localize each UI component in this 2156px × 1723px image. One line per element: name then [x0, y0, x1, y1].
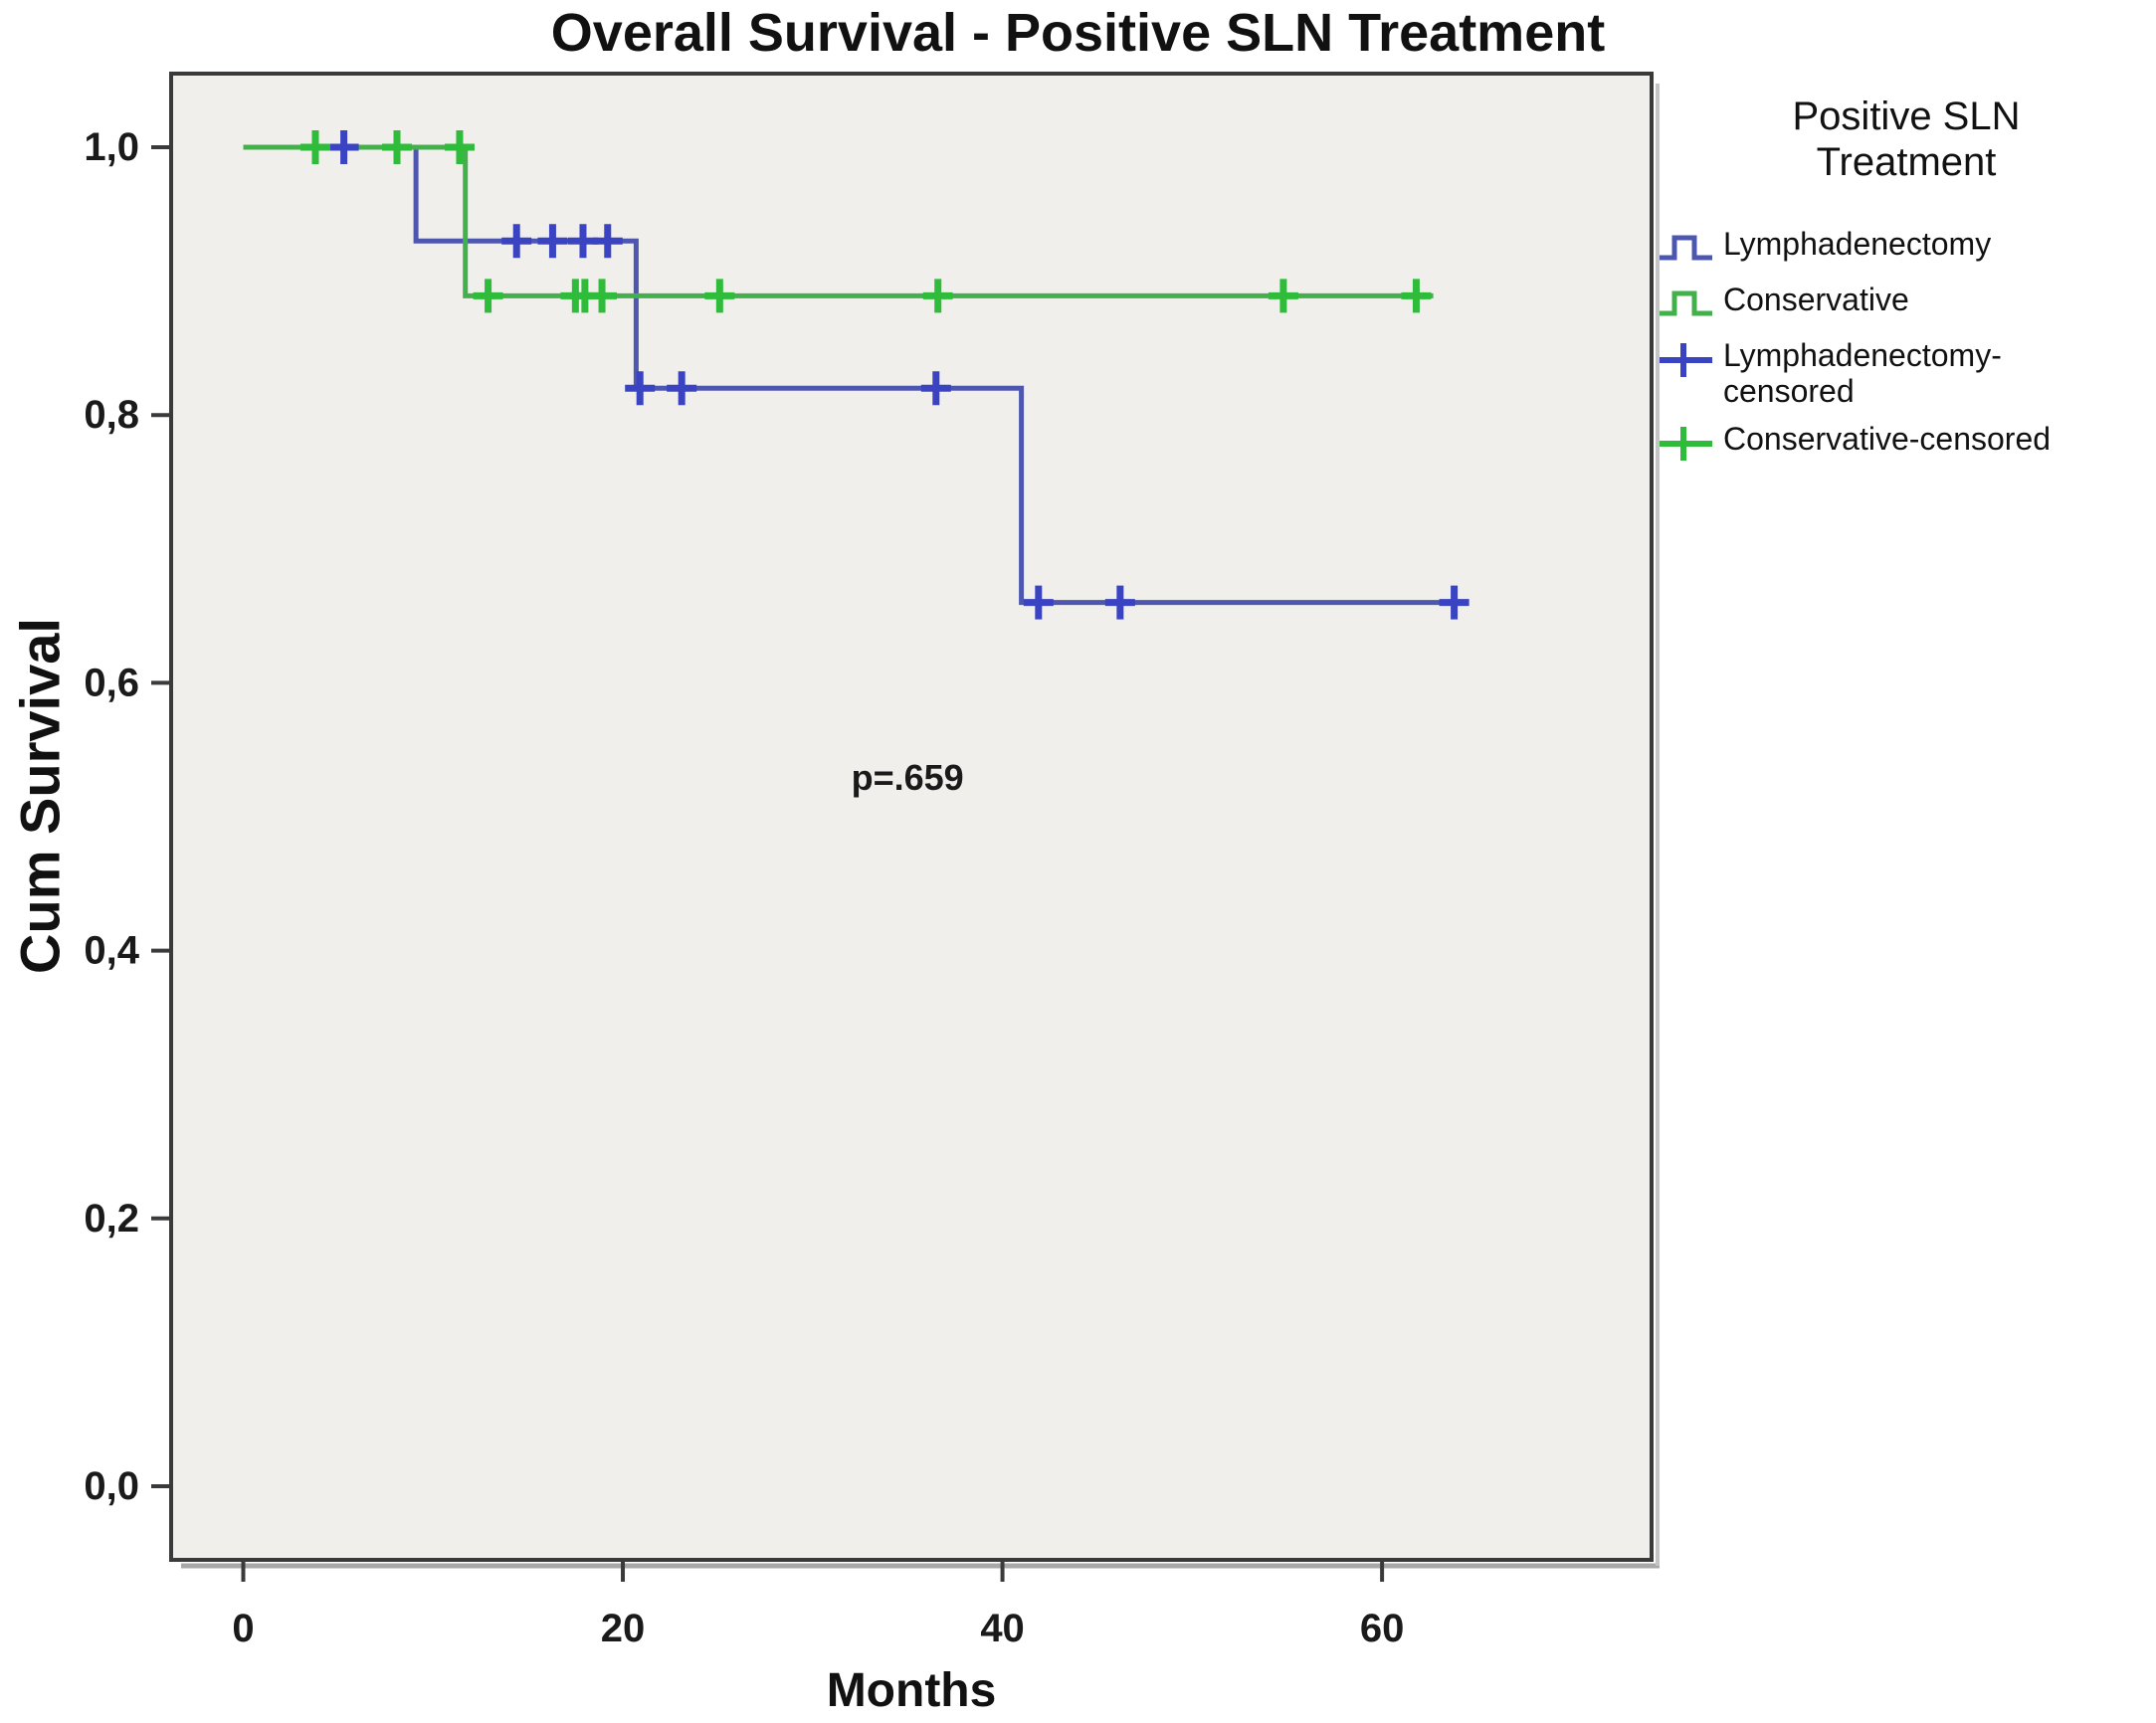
legend-label: Conservative [1723, 282, 1909, 317]
x-tick-label: 40 [980, 1607, 1025, 1650]
plot-frame [169, 72, 1654, 1562]
legend-item-conservative-censored: Conservative-censored [1658, 420, 2155, 466]
legend-label: Conservative-censored [1723, 420, 2052, 457]
y-axis-title: Cum Survival [8, 618, 72, 974]
legend-items: Lymphadenectomy Conservative Lymphadenecto… [1658, 226, 2155, 466]
y-tick-label: 0,2 [84, 1197, 139, 1241]
survival-curve-lymphadenectomy [243, 144, 1468, 606]
censor-plus-swatch-icon [1660, 426, 1712, 461]
chart-title: Overall Survival - Positive SLN Treatmen… [550, 3, 1606, 63]
y-tick-label: 1,0 [84, 125, 139, 169]
legend-item-lymphadenectomy-censored: Lymphadenectomy-censored [1658, 337, 2155, 410]
y-tick-label: 0,4 [84, 929, 139, 973]
censor-plus-swatch-icon [1660, 343, 1712, 377]
step-line-swatch-icon [1660, 235, 1712, 261]
plot-background [171, 74, 1652, 1560]
x-tick-label: 0 [232, 1607, 254, 1650]
y-tick-label: 0,8 [84, 393, 139, 437]
step-line-swatch-icon [1660, 290, 1712, 316]
legend-item-lymphadenectomy: Lymphadenectomy [1658, 226, 2155, 271]
y-tick-label: 0,0 [84, 1464, 139, 1508]
legend-label: Lymphadenectomy-censored [1723, 337, 2002, 409]
legend-label: Lymphadenectomy [1723, 226, 1992, 262]
legend-item-conservative: Conservative [1658, 282, 2155, 326]
y-tick-label: 0,6 [84, 661, 139, 704]
x-axis-title: Months [826, 1664, 997, 1717]
p-value-annotation: p=.659 [852, 757, 964, 798]
x-tick-label: 20 [601, 1607, 646, 1650]
legend-title: Positive SLN Treatment [1792, 95, 2021, 184]
legend: Positive SLN Treatment Lymphadenectomy Co… [1658, 94, 2155, 466]
x-tick-label: 60 [1360, 1607, 1405, 1650]
